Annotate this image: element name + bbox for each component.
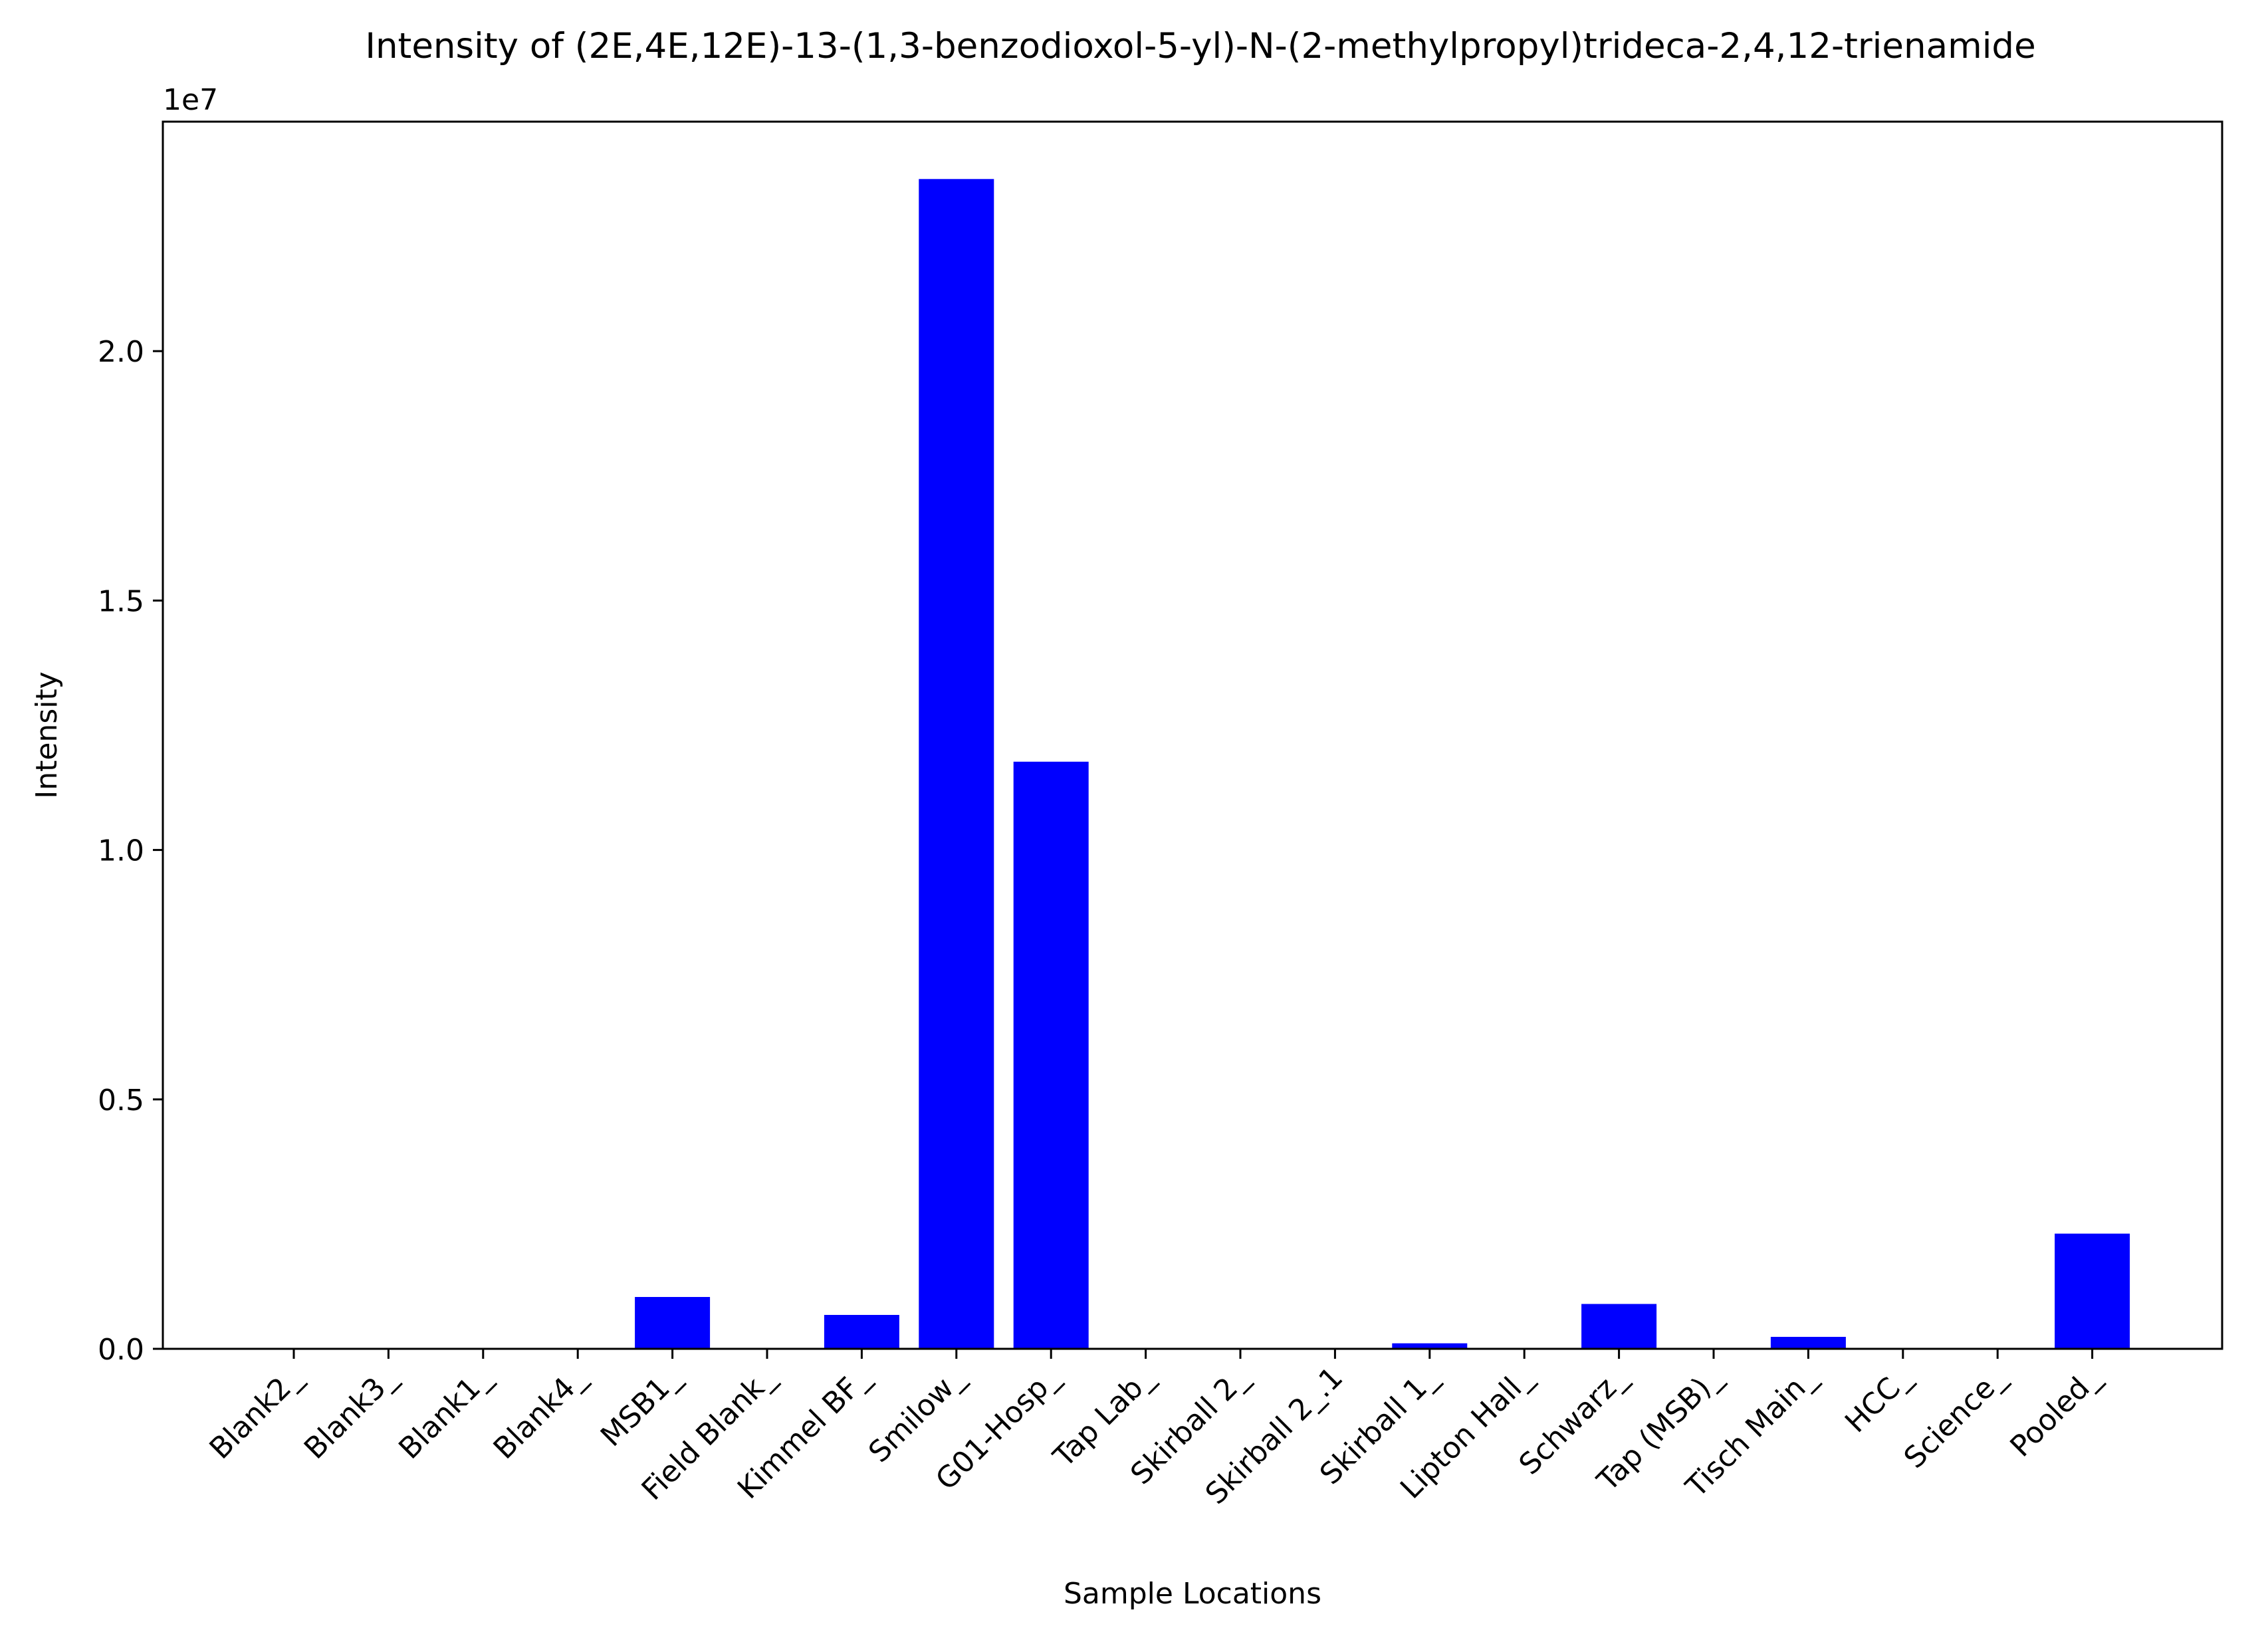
y-axis-title: Intensity [30, 671, 64, 799]
x-tick-label: Blank3_ [298, 1360, 403, 1466]
y-axis-ticks: 0.0 0.5 1.0 1.5 2.0 [98, 335, 163, 1367]
bar-16 [1770, 1337, 1846, 1349]
bar-4 [635, 1297, 711, 1349]
x-tick-label: Blank4_ [487, 1360, 593, 1466]
bar-14 [1581, 1304, 1657, 1349]
x-tick-label: MSB1_ [594, 1360, 687, 1453]
plot-area-frame [162, 120, 2223, 1350]
x-tick-label: Pooled_ [2003, 1360, 2107, 1464]
chart-title: Intensity of (2E,4E,12E)-13-(1,3-benzodi… [365, 26, 2035, 66]
y-axis-offset-label: 1e7 [163, 83, 218, 117]
bar-6 [824, 1315, 899, 1349]
y-tick-label: 1.5 [98, 584, 144, 618]
x-tick-label: Blank1_ [392, 1360, 498, 1466]
x-tick-label: Science_ [1898, 1360, 2013, 1475]
bar-8 [1013, 761, 1089, 1349]
y-tick-label: 0.0 [98, 1333, 144, 1367]
bar-19 [2055, 1233, 2130, 1349]
bars-group [635, 179, 2130, 1349]
x-tick-label: HCC_ [1839, 1360, 1918, 1439]
x-tick-label: Blank2_ [203, 1360, 309, 1466]
bar-12 [1392, 1343, 1468, 1349]
x-axis-ticks: Blank2_Blank3_Blank1_Blank4_ MSB1_Field B… [203, 1349, 2107, 1511]
y-tick-label: 1.0 [98, 834, 144, 868]
y-tick-label: 2.0 [98, 335, 144, 369]
y-tick-label: 0.5 [98, 1084, 144, 1117]
bar-7 [919, 179, 994, 1349]
x-axis-title: Sample Locations [1064, 1577, 1321, 1611]
